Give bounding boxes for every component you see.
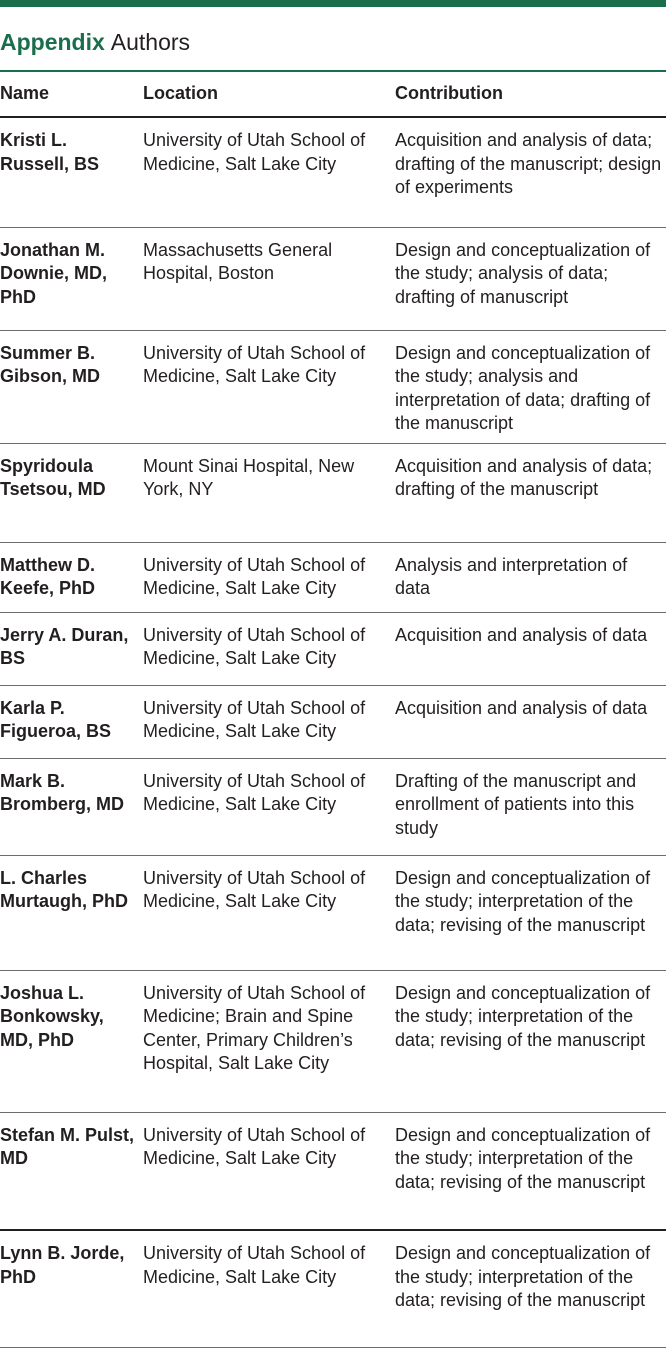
table-row: Spyridoula Tsetsou, MD Mount Sinai Hospit… xyxy=(0,443,666,543)
author-contribution: Design and conceptualization of the stud… xyxy=(395,970,666,1113)
author-location: University of Utah School of Medicine, S… xyxy=(143,542,395,613)
author-location: University of Utah School of Medicine, S… xyxy=(143,330,395,444)
author-name: Jerry A. Duran, BS xyxy=(0,612,143,686)
author-location: University of Utah School of Medicine; B… xyxy=(143,970,395,1113)
table-row: Jerry A. Duran, BS University of Utah Sch… xyxy=(0,612,666,686)
title-label: Appendix xyxy=(0,29,105,55)
table-row: Matthew D. Keefe, PhD University of Utah … xyxy=(0,542,666,613)
author-location: University of Utah School of Medicine, S… xyxy=(143,117,395,228)
author-location: Mount Sinai Hospital, New York, NY xyxy=(143,443,395,543)
table-row: Lynn B. Jorde, PhD University of Utah Sch… xyxy=(0,1230,666,1348)
author-name: L. Charles Murtaugh, PhD xyxy=(0,855,143,971)
column-header-location: Location xyxy=(143,72,395,118)
author-name: Karla P. Figueroa, BS xyxy=(0,685,143,759)
author-location: Massachusetts General Hospital, Boston xyxy=(143,227,395,331)
table-row: Summer B. Gibson, MD University of Utah S… xyxy=(0,330,666,444)
column-header-contribution: Contribution xyxy=(395,72,666,118)
author-contribution: Acquisition and analysis of data; drafti… xyxy=(395,117,666,228)
table-row: Karla P. Figueroa, BS University of Utah … xyxy=(0,685,666,759)
author-name: Lynn B. Jorde, PhD xyxy=(0,1230,143,1348)
author-location: University of Utah School of Medicine, S… xyxy=(143,855,395,971)
authors-table: Name Location Contribution Kristi L. Rus… xyxy=(0,72,666,1348)
author-location: University of Utah School of Medicine, S… xyxy=(143,685,395,759)
header-row: Name Location Contribution xyxy=(0,72,666,118)
author-name: Summer B. Gibson, MD xyxy=(0,330,143,444)
author-contribution: Acquisition and analysis of data xyxy=(395,612,666,686)
author-contribution: Design and conceptualization of the stud… xyxy=(395,1230,666,1348)
author-name: Stefan M. Pulst, MD xyxy=(0,1112,143,1231)
table-row: Mark B. Bromberg, MD University of Utah S… xyxy=(0,758,666,856)
author-contribution: Design and conceptualization of the stud… xyxy=(395,1112,666,1231)
title-rule xyxy=(0,70,666,72)
author-name: Kristi L. Russell, BS xyxy=(0,117,143,228)
table-title: Appendix Authors xyxy=(0,28,190,56)
author-name: Joshua L. Bonkowsky, MD, PhD xyxy=(0,970,143,1113)
table-row: Jonathan M. Downie, MD, PhD Massachusetts… xyxy=(0,227,666,331)
author-location: University of Utah School of Medicine, S… xyxy=(143,612,395,686)
author-contribution: Acquisition and analysis of data; drafti… xyxy=(395,443,666,543)
table-row: Kristi L. Russell, BS University of Utah … xyxy=(0,117,666,228)
author-contribution: Analysis and interpretation of data xyxy=(395,542,666,613)
table-row: Joshua L. Bonkowsky, MD, PhD University o… xyxy=(0,970,666,1113)
author-name: Spyridoula Tsetsou, MD xyxy=(0,443,143,543)
table-row: L. Charles Murtaugh, PhD University of Ut… xyxy=(0,855,666,971)
author-name: Matthew D. Keefe, PhD xyxy=(0,542,143,613)
author-contribution: Drafting of the manuscript and enrollmen… xyxy=(395,758,666,856)
column-header-name: Name xyxy=(0,72,143,118)
author-contribution: Design and conceptualization of the stud… xyxy=(395,330,666,444)
author-location: University of Utah School of Medicine, S… xyxy=(143,1230,395,1348)
author-contribution: Acquisition and analysis of data xyxy=(395,685,666,759)
title-text: Authors xyxy=(110,29,191,55)
author-contribution: Design and conceptualization of the stud… xyxy=(395,227,666,331)
table-row: Stefan M. Pulst, MD University of Utah Sc… xyxy=(0,1112,666,1231)
author-name: Mark B. Bromberg, MD xyxy=(0,758,143,856)
author-location: University of Utah School of Medicine, S… xyxy=(143,758,395,856)
author-contribution: Design and conceptualization of the stud… xyxy=(395,855,666,971)
author-location: University of Utah School of Medicine, S… xyxy=(143,1112,395,1231)
top-accent-bar xyxy=(0,0,666,7)
author-name: Jonathan M. Downie, MD, PhD xyxy=(0,227,143,331)
